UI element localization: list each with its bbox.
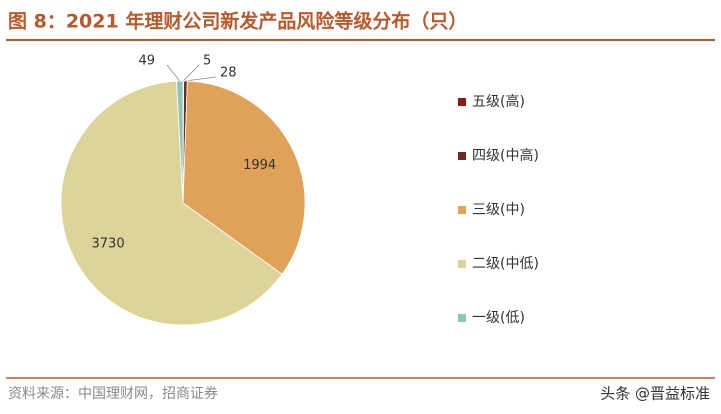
data-label: 5 bbox=[203, 54, 211, 69]
leader-line bbox=[166, 64, 181, 82]
pie-slice bbox=[182, 80, 306, 275]
legend-swatch bbox=[458, 152, 466, 160]
pie: 5 28 1994 3730 49 bbox=[60, 54, 306, 326]
data-label: 3730 bbox=[92, 236, 125, 251]
legend-label: 五级(高) bbox=[472, 93, 525, 110]
data-label: 28 bbox=[220, 66, 237, 81]
leader-line bbox=[183, 64, 200, 82]
legend-label: 三级(中) bbox=[472, 202, 525, 218]
legend-label: 二级(中低) bbox=[472, 256, 539, 272]
legend-swatch bbox=[458, 314, 466, 322]
pie-slice bbox=[60, 80, 283, 326]
legend-label: 一级(低) bbox=[472, 310, 525, 326]
chart-title: 图 8：2021 年理财公司新发产品风险等级分布（只） bbox=[8, 10, 467, 33]
legend-label: 四级(中高) bbox=[472, 147, 539, 164]
legend: 五级(高) 四级(中高) 三级(中) 二级(中低) 一级(低) bbox=[458, 93, 539, 326]
legend-swatch bbox=[458, 260, 466, 268]
leader-line bbox=[185, 76, 217, 82]
source: 资料来源：中国理财网，招商证券 bbox=[8, 386, 218, 402]
data-label: 49 bbox=[138, 54, 155, 69]
pie-slice bbox=[176, 80, 184, 204]
legend-swatch bbox=[458, 206, 466, 214]
legend-swatch bbox=[458, 98, 466, 106]
watermark: 头条 @晋益标准 bbox=[600, 385, 710, 403]
data-label: 1994 bbox=[243, 158, 276, 173]
